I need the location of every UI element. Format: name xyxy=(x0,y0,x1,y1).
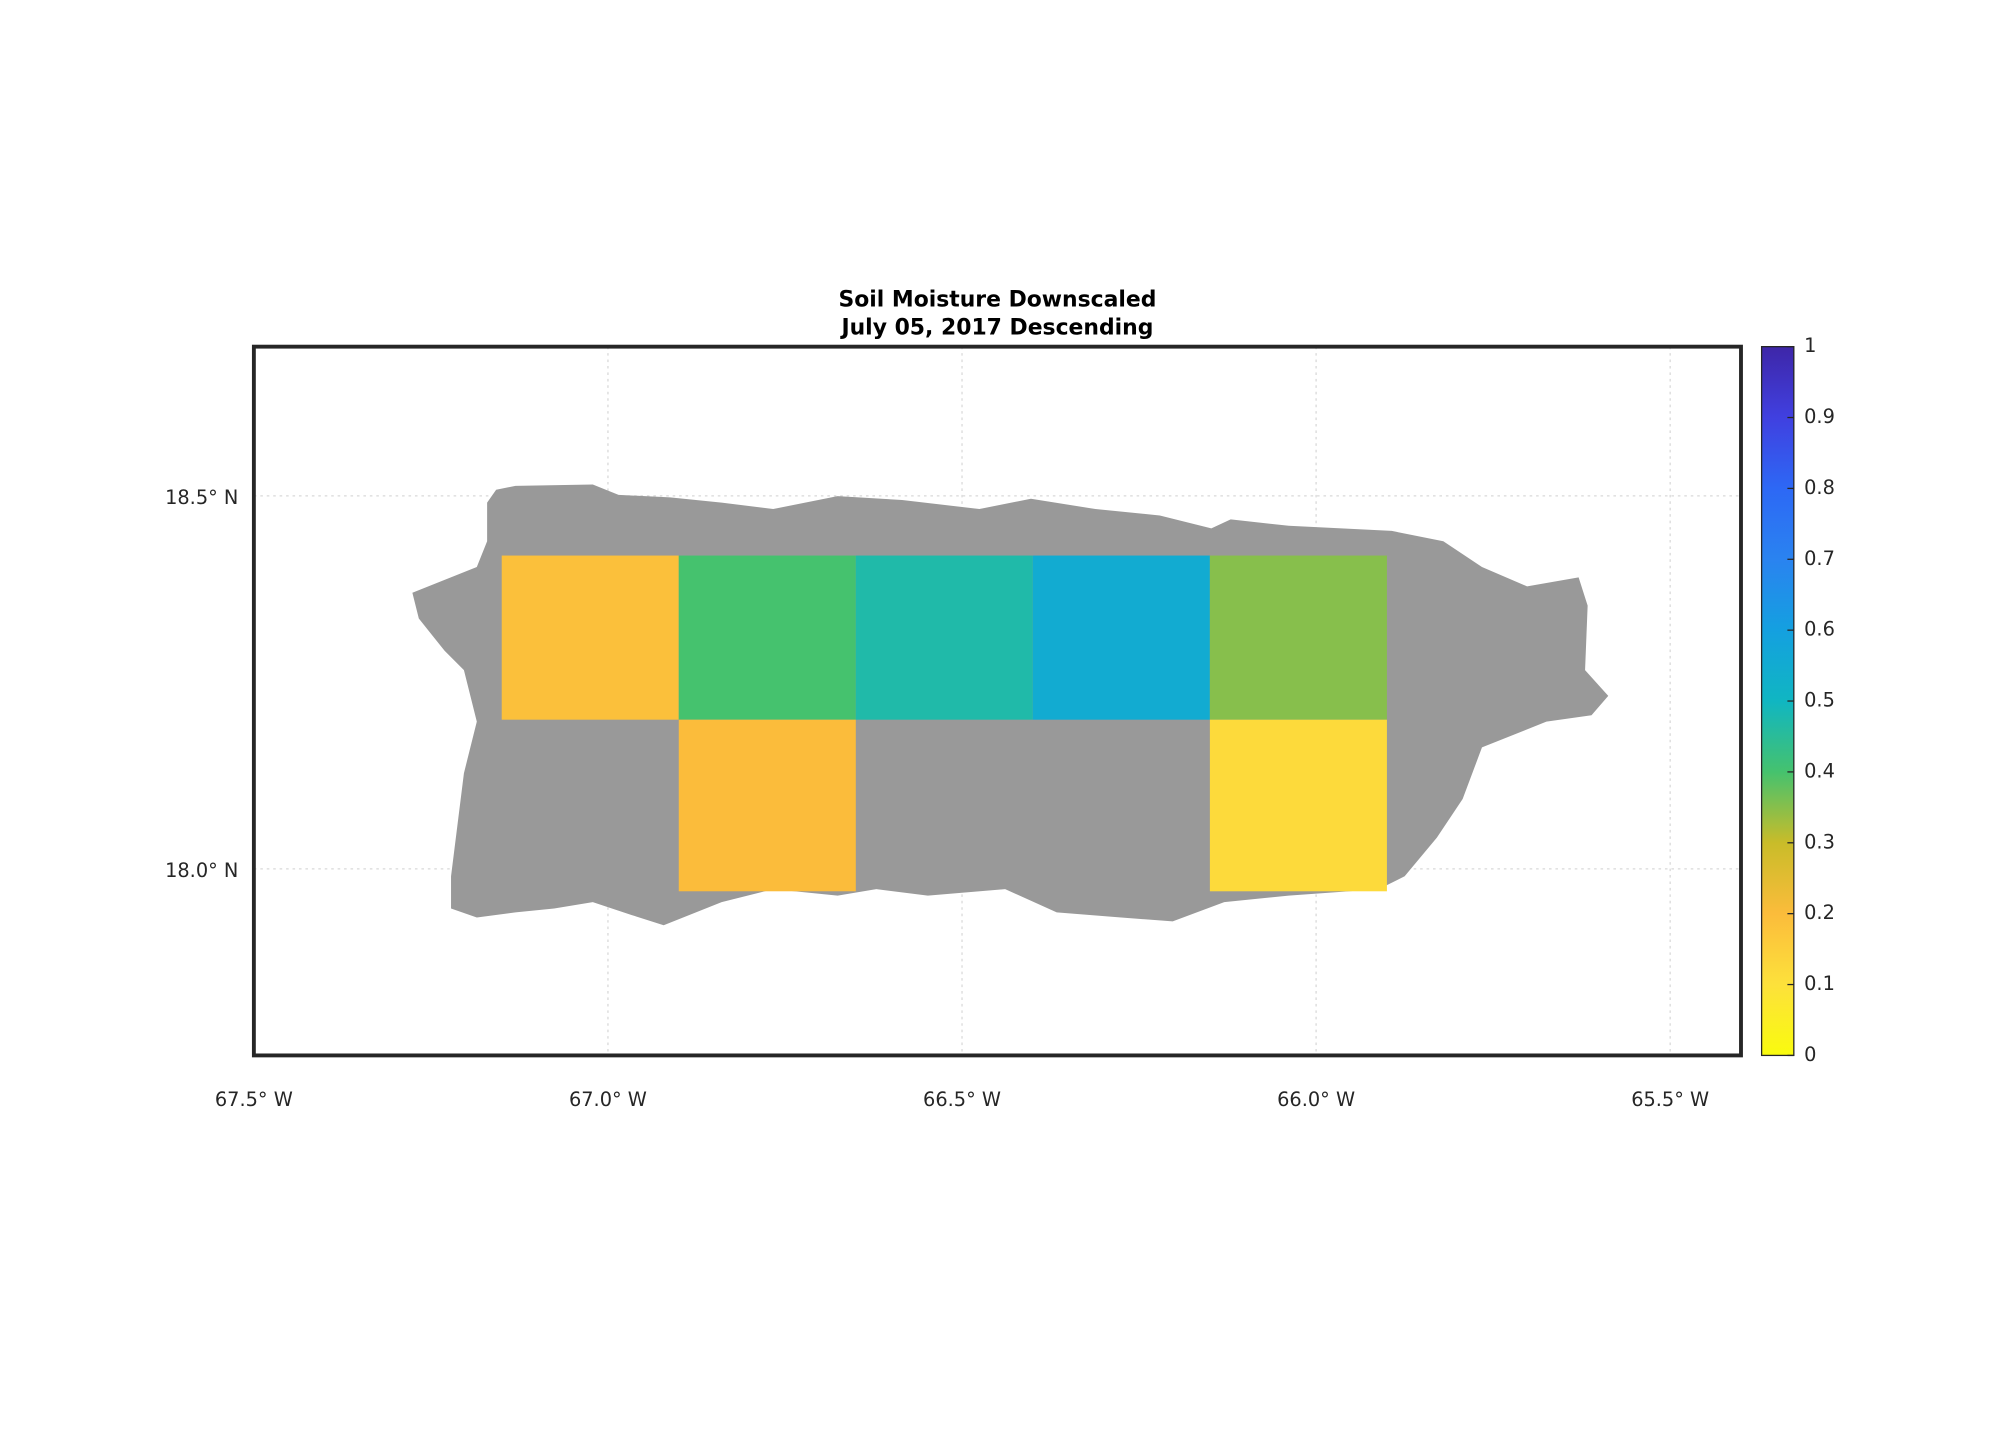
moisture-tile xyxy=(678,555,856,720)
chart-title: Soil Moisture Downscaled xyxy=(838,287,1156,312)
colorbar-tick-label: 0.4 xyxy=(1804,759,1835,782)
x-tick-label: 67.5° W xyxy=(215,1088,293,1111)
y-tick-label: 18.0° N xyxy=(165,859,238,882)
moisture-tile xyxy=(1209,555,1387,720)
moisture-tile xyxy=(1032,555,1210,720)
y-tick-label: 18.5° N xyxy=(165,486,238,509)
x-tick-label: 65.5° W xyxy=(1631,1088,1709,1111)
data-tiles xyxy=(501,555,1387,892)
x-tick-label: 66.5° W xyxy=(923,1088,1001,1111)
colorbar-tick-label: 0.7 xyxy=(1804,547,1835,570)
moisture-tile xyxy=(501,555,679,720)
colorbar-tick-label: 0.1 xyxy=(1804,972,1835,995)
x-tick-label: 66.0° W xyxy=(1277,1088,1355,1111)
colorbar-tick-label: 0.6 xyxy=(1804,618,1835,641)
colorbar-tick-label: 1 xyxy=(1804,334,1816,357)
plot-frame xyxy=(251,344,1743,1058)
colorbar-tick-label: 0.2 xyxy=(1804,901,1835,924)
axes: 67.5° W 67.0° W 66.5° W 66.0° W 65.5° W 18.0°… xyxy=(165,334,1835,1111)
chart-subtitle: July 05, 2017 Descending xyxy=(839,316,1153,341)
moisture-tile xyxy=(678,719,856,892)
colorbar-tick-label: 0.3 xyxy=(1804,830,1835,853)
colorbar-tick-label: 0 xyxy=(1804,1043,1816,1066)
moisture-tile xyxy=(1209,719,1387,892)
moisture-tile xyxy=(855,555,1033,720)
colorbar-tick-label: 0.9 xyxy=(1804,405,1835,428)
colorbar-tick-label: 0.8 xyxy=(1804,476,1835,499)
x-tick-label: 67.0° W xyxy=(569,1088,647,1111)
colorbar-tick-label: 0.5 xyxy=(1804,689,1835,712)
